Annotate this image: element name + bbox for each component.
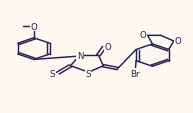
Text: Br: Br (130, 69, 140, 78)
Text: O: O (105, 43, 111, 52)
Text: O: O (140, 31, 146, 40)
Text: O: O (30, 23, 37, 31)
Text: S: S (85, 69, 91, 78)
Text: S: S (50, 69, 55, 78)
Text: O: O (175, 37, 181, 45)
Text: N: N (77, 52, 83, 60)
